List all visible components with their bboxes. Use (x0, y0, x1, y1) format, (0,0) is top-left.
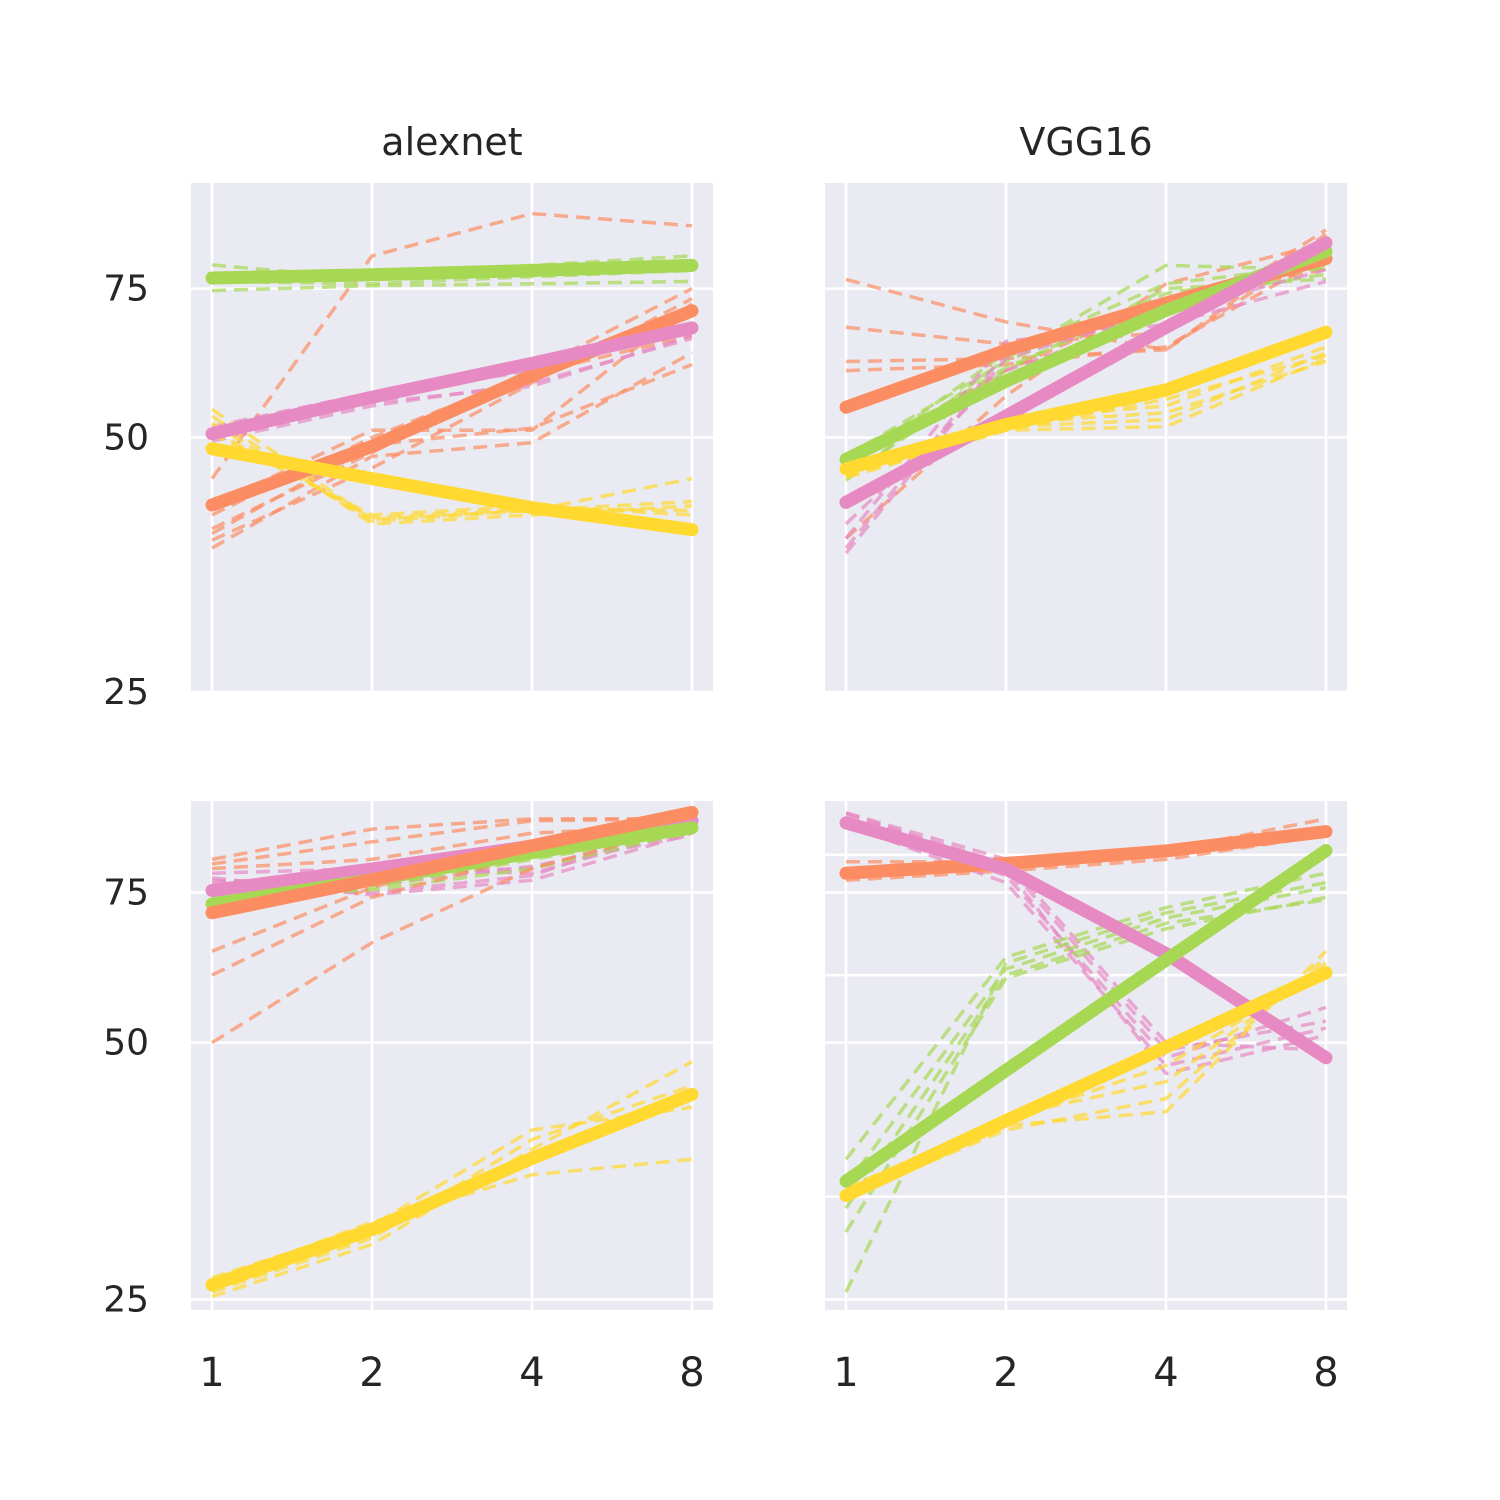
x-tick-label: 4 (519, 1350, 544, 1396)
mean-line (839, 966, 1333, 1202)
x-tick-label: 8 (679, 1350, 704, 1396)
plot-background (825, 801, 1347, 1310)
run-line (211, 817, 693, 866)
mean-line (205, 321, 699, 441)
panel-title: alexnet (381, 120, 522, 164)
y-tick-label: 75 (103, 269, 149, 310)
series-layer (839, 811, 1333, 1293)
run-line (211, 254, 693, 285)
run-line (210, 211, 693, 480)
x-tick-label: 8 (1313, 1350, 1338, 1396)
panel-vgg16-bottom: 1 2 4 8 (825, 801, 1347, 1396)
mean-line (839, 844, 1333, 1188)
run-line (211, 351, 693, 550)
series-layer (205, 211, 699, 550)
x-tick-label: 2 (993, 1350, 1018, 1396)
series-layer (205, 805, 699, 1299)
panel-alexnet-bottom: 25 50 75 1 2 4 8 (103, 801, 713, 1396)
y-tick-label: 25 (103, 1280, 149, 1321)
run-line (845, 949, 1328, 1193)
mean-line (205, 258, 699, 285)
run-line (845, 350, 1327, 474)
y-tick-label: 50 (103, 418, 149, 459)
y-tick-labels: 25 50 75 (103, 873, 149, 1321)
run-line (211, 1084, 693, 1294)
run-line (844, 895, 1327, 1233)
panel-title: VGG16 (1019, 120, 1152, 164)
run-line (211, 333, 693, 440)
x-tick-labels: 1 2 4 8 (199, 1350, 704, 1396)
y-tick-label: 25 (103, 672, 149, 713)
x-tick-label: 4 (1153, 1350, 1178, 1396)
run-line (845, 811, 1327, 1052)
run-line (211, 279, 693, 293)
run-line (845, 811, 1327, 1076)
panel-alexnet-top: alexnet 25 50 75 (103, 120, 713, 713)
run-line (845, 813, 1327, 1052)
x-tick-label: 2 (359, 1350, 384, 1396)
run-line (845, 359, 1327, 470)
run-line (846, 817, 1327, 864)
y-tick-label: 75 (103, 873, 149, 914)
mean-line (205, 1087, 699, 1292)
run-line (845, 356, 1327, 478)
run-line (211, 831, 693, 897)
run-line (844, 871, 1327, 1161)
x-tick-label: 1 (199, 1350, 224, 1396)
grid-layer (825, 183, 1347, 694)
panel-vgg16-top: VGG16 (825, 120, 1347, 694)
y-tick-labels: 25 50 75 (103, 269, 149, 713)
mean-line (205, 805, 699, 920)
run-line (211, 829, 693, 900)
run-line (845, 353, 1327, 480)
mean-line (839, 825, 1333, 880)
run-line (844, 245, 1327, 555)
x-tick-label: 1 (833, 1350, 858, 1396)
mean-line (205, 442, 699, 537)
mean-line (839, 236, 1333, 509)
y-tick-label: 50 (103, 1023, 149, 1064)
run-line (211, 1060, 693, 1299)
x-tick-labels: 1 2 4 8 (833, 1350, 1338, 1396)
mean-line (839, 325, 1333, 476)
run-line (845, 955, 1328, 1199)
series-layer (839, 228, 1333, 555)
